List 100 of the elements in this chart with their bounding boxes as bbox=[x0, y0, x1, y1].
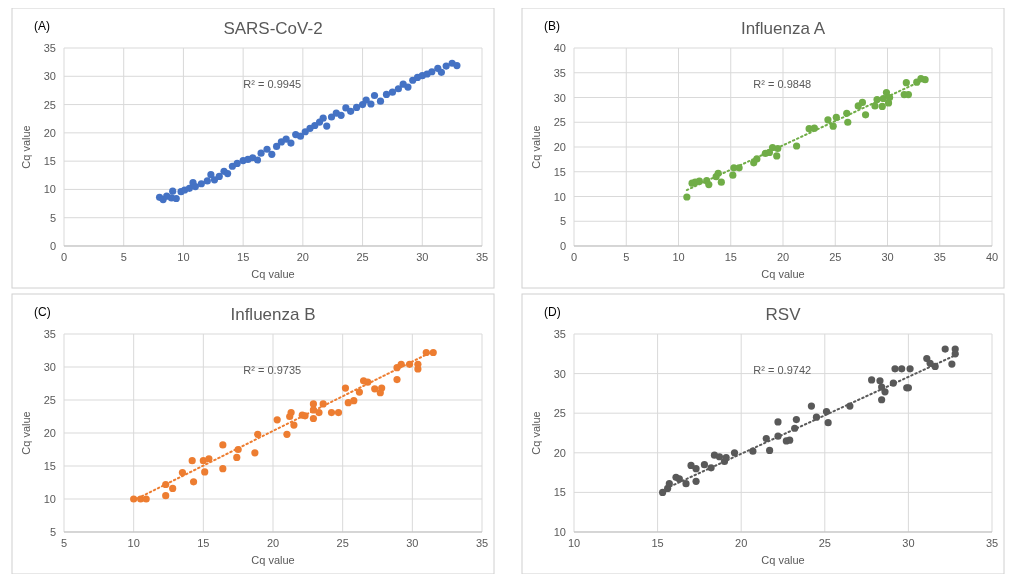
y-tick-label: 15 bbox=[553, 486, 566, 499]
point bbox=[868, 376, 876, 384]
y-axis-title: Cq value bbox=[20, 411, 32, 455]
point bbox=[219, 465, 227, 473]
x-tick-label: 30 bbox=[881, 251, 894, 263]
y-tick-label: 35 bbox=[43, 42, 56, 54]
y-tick-label: 30 bbox=[553, 367, 566, 380]
point bbox=[169, 484, 177, 493]
point bbox=[948, 360, 956, 368]
point bbox=[774, 418, 782, 426]
point bbox=[414, 365, 422, 373]
point bbox=[700, 461, 709, 469]
y-tick-label: 0 bbox=[559, 240, 566, 252]
y-axis-title: Cq value bbox=[530, 125, 542, 169]
point bbox=[882, 88, 891, 97]
x-tick-label: 0 bbox=[570, 251, 578, 263]
point bbox=[683, 193, 691, 201]
y-tick-label: 25 bbox=[43, 394, 56, 406]
x-axis-title: Cq value bbox=[251, 554, 295, 566]
x-tick-label: 15 bbox=[651, 537, 664, 549]
y-tick-label: 35 bbox=[43, 328, 56, 340]
x-axis-title: Cq value bbox=[761, 268, 805, 280]
y-tick-label: 5 bbox=[49, 211, 56, 224]
chart-title: Influenza A bbox=[740, 19, 826, 38]
point bbox=[906, 365, 914, 373]
x-tick-label: 20 bbox=[266, 537, 280, 549]
x-tick-label: 30 bbox=[406, 537, 419, 549]
annotation: R² = 0.9848 bbox=[753, 78, 812, 90]
point bbox=[142, 495, 150, 503]
point bbox=[178, 469, 187, 477]
text: (A) bbox=[34, 19, 50, 33]
point bbox=[878, 102, 886, 111]
text: (C) bbox=[34, 305, 51, 319]
point bbox=[730, 449, 739, 457]
x-tick-label: 20 bbox=[296, 251, 309, 263]
point bbox=[891, 365, 899, 373]
point bbox=[766, 446, 774, 455]
point bbox=[205, 455, 213, 463]
x-tick-label: 40 bbox=[985, 251, 999, 263]
point bbox=[898, 365, 906, 373]
point bbox=[251, 449, 259, 457]
x-axis-title: Cq value bbox=[761, 554, 805, 566]
x-tick-label: 15 bbox=[237, 251, 250, 263]
point bbox=[273, 416, 281, 424]
y-tick-label: 10 bbox=[553, 190, 566, 203]
x-tick-label: 10 bbox=[567, 537, 581, 549]
chart-title: Influenza B bbox=[230, 305, 316, 324]
point bbox=[876, 377, 884, 385]
y-tick-label: 20 bbox=[43, 427, 56, 439]
y-tick-label: 30 bbox=[43, 361, 56, 373]
point bbox=[807, 402, 816, 410]
x-tick-label: 35 bbox=[933, 251, 946, 263]
y-tick-label: 30 bbox=[553, 91, 566, 104]
point bbox=[878, 396, 886, 404]
x-axis-title: Cq value bbox=[251, 268, 295, 280]
point bbox=[902, 79, 910, 87]
point bbox=[665, 480, 673, 488]
x-tick-label: 10 bbox=[127, 537, 140, 549]
y-tick-label: 10 bbox=[43, 183, 56, 196]
point bbox=[923, 354, 931, 363]
x-tick-label: 30 bbox=[416, 251, 429, 263]
x-tick-label: 15 bbox=[197, 537, 210, 549]
x-tick-label: 25 bbox=[829, 251, 842, 263]
y-tick-label: 20 bbox=[553, 141, 566, 153]
text: (D) bbox=[544, 305, 561, 319]
y-tick-label: 20 bbox=[553, 446, 566, 459]
point bbox=[773, 152, 781, 160]
x-tick-label: 35 bbox=[475, 537, 489, 549]
y-tick-label: 5 bbox=[49, 526, 56, 538]
x-tick-label: 35 bbox=[985, 537, 999, 549]
text: (B) bbox=[544, 19, 560, 33]
point bbox=[792, 415, 800, 424]
point bbox=[829, 122, 837, 130]
point bbox=[290, 421, 298, 429]
x-tick-label: 10 bbox=[672, 251, 685, 263]
x-tick-label: 15 bbox=[724, 251, 737, 263]
point bbox=[162, 492, 170, 500]
point bbox=[371, 385, 379, 393]
point bbox=[749, 447, 757, 455]
y-tick-label: 20 bbox=[43, 126, 56, 139]
point bbox=[334, 408, 343, 417]
point bbox=[254, 430, 262, 438]
y-axis-title: Cq value bbox=[20, 125, 32, 169]
point bbox=[189, 478, 198, 486]
point bbox=[824, 419, 832, 427]
annotation: R² = 0.9735 bbox=[243, 364, 302, 376]
point bbox=[341, 384, 350, 392]
point bbox=[327, 408, 336, 417]
y-tick-label: 10 bbox=[553, 526, 566, 538]
annotation: R² = 0.9945 bbox=[243, 78, 302, 90]
point bbox=[199, 457, 207, 465]
point bbox=[786, 436, 794, 444]
point bbox=[233, 453, 241, 462]
point bbox=[283, 430, 291, 438]
chart-title: SARS-CoV-2 bbox=[223, 19, 323, 38]
x-tick-label: 35 bbox=[475, 251, 489, 263]
point bbox=[201, 468, 209, 476]
x-tick-label: 0 bbox=[60, 251, 68, 263]
point bbox=[717, 178, 725, 186]
point bbox=[393, 375, 401, 384]
